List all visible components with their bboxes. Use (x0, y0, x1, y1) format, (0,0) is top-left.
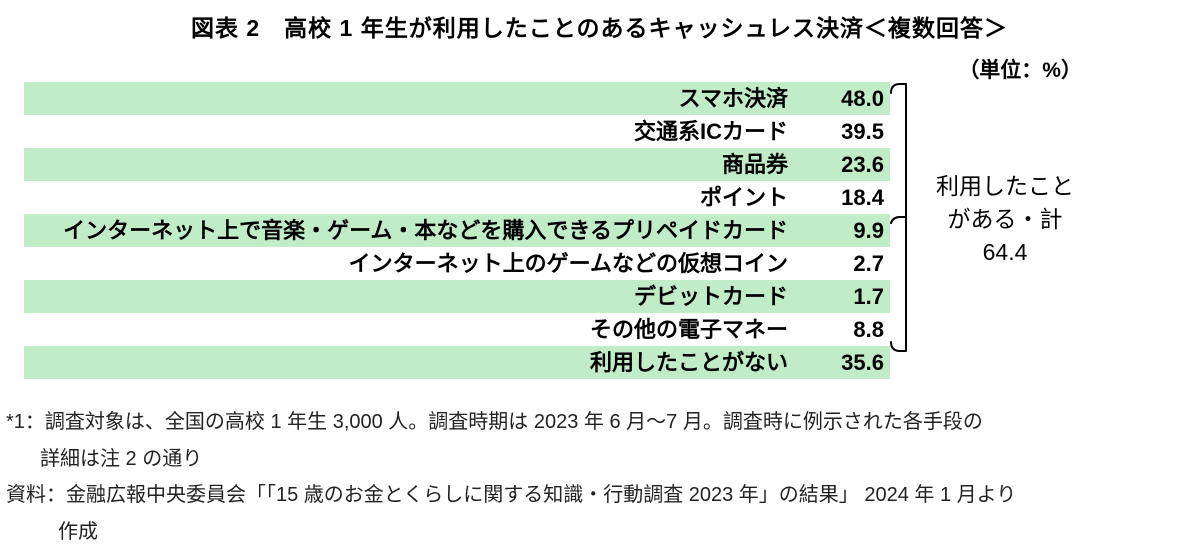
row-label: インターネット上のゲームなどの仮想コイン (348, 251, 788, 276)
row-label: 利用したことがない (589, 350, 788, 375)
group-total-line2: がある・計 (947, 206, 1063, 232)
row-value: 39.5 (841, 119, 884, 144)
table-row: スマホ決済 48.0 (24, 82, 890, 115)
row-value: 2.7 (853, 251, 884, 276)
table-row: インターネット上で音楽・ゲーム・本などを購入できるプリペイドカード 9.9 (24, 214, 890, 247)
row-value: 23.6 (841, 152, 884, 177)
row-label: その他の電子マネー (589, 317, 788, 342)
footnotes: *1：調査対象は、全国の高校 1 年生 3,000 人。調査時期は 2023 年… (6, 404, 1196, 550)
row-value: 9.9 (853, 218, 884, 243)
row-value: 18.4 (841, 185, 884, 210)
row-label: インターネット上で音楽・ゲーム・本などを購入できるプリペイドカード (63, 218, 788, 243)
data-table: スマホ決済 48.0 交通系ICカード 39.5 商品券 23.6 ポイント 1… (24, 82, 890, 379)
group-total-value: 64.4 (982, 239, 1028, 265)
table-row: デビットカード 1.7 (24, 280, 890, 313)
group-bracket (890, 83, 907, 352)
row-value: 8.8 (853, 317, 884, 342)
table-row: 利用したことがない 35.6 (24, 346, 890, 379)
unit-label: （単位：%） (958, 59, 1082, 82)
table-row: 交通系ICカード 39.5 (24, 115, 890, 148)
row-label: ポイント (699, 185, 788, 210)
row-value: 48.0 (841, 86, 884, 111)
row-value: 35.6 (841, 350, 884, 375)
table-row: その他の電子マネー 8.8 (24, 313, 890, 346)
group-total-line1: 利用したこと (936, 173, 1074, 199)
table-row: 商品券 23.6 (24, 148, 890, 181)
source-line: 作成 (58, 520, 98, 543)
footnote-line: *1：調査対象は、全国の高校 1 年生 3,000 人。調査時期は 2023 年… (6, 411, 983, 433)
row-label: デビットカード (633, 284, 788, 309)
row-value: 1.7 (853, 284, 884, 309)
figure-title: 図表 2 高校 1 年生が利用したことのあるキャッシュレス決済＜複数回答＞ (190, 15, 1009, 41)
source-line: 資料：金融広報中央委員会「「15 歳のお金とくらしに関する知識・行動調査 202… (6, 484, 1017, 506)
table-row: ポイント 18.4 (24, 181, 890, 214)
row-label: 商品券 (721, 152, 788, 177)
group-total-annotation: 利用したこと がある・計 64.4 (915, 170, 1095, 269)
table-row: インターネット上のゲームなどの仮想コイン 2.7 (24, 247, 890, 280)
row-label: 交通系ICカード (633, 119, 788, 144)
row-label: スマホ決済 (678, 86, 788, 111)
footnote-line: 詳細は注 2 の通り (40, 447, 203, 470)
